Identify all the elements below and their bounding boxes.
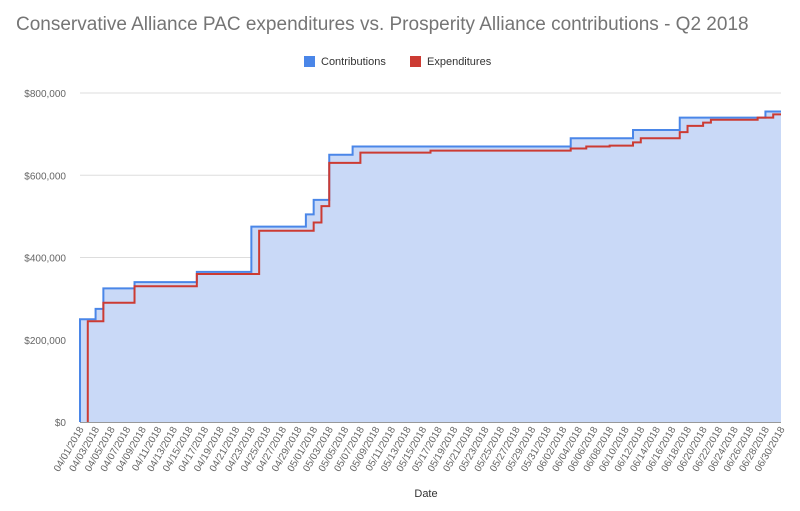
- legend[interactable]: Contributions Expenditures: [304, 56, 492, 68]
- y-tick-label: $400,000: [24, 254, 66, 265]
- x-axis: 04/01/201804/03/201804/05/201804/07/2018…: [52, 425, 788, 474]
- y-tick-label: $600,000: [24, 171, 66, 182]
- y-tick-label: $800,000: [24, 89, 66, 100]
- contributions-area: [80, 111, 781, 422]
- contributions-line: [79, 110, 781, 422]
- legend-swatch-contributions: [304, 56, 315, 67]
- legend-label-contributions[interactable]: Contributions: [321, 56, 386, 68]
- y-axis: $0 $200,000 $400,000 $600,000 $800,000: [24, 89, 66, 429]
- y-tick-label: $200,000: [24, 336, 66, 347]
- legend-label-expenditures[interactable]: Expenditures: [427, 56, 492, 68]
- y-tick-label: $0: [55, 418, 67, 429]
- chart-title: Conservative Alliance PAC expenditures v…: [16, 14, 749, 35]
- contributions-area-fill: [80, 111, 781, 422]
- x-axis-title: Date: [414, 488, 437, 500]
- expenditures-line: [86, 113, 781, 422]
- series-lines: [79, 110, 781, 422]
- legend-swatch-expenditures: [410, 56, 421, 67]
